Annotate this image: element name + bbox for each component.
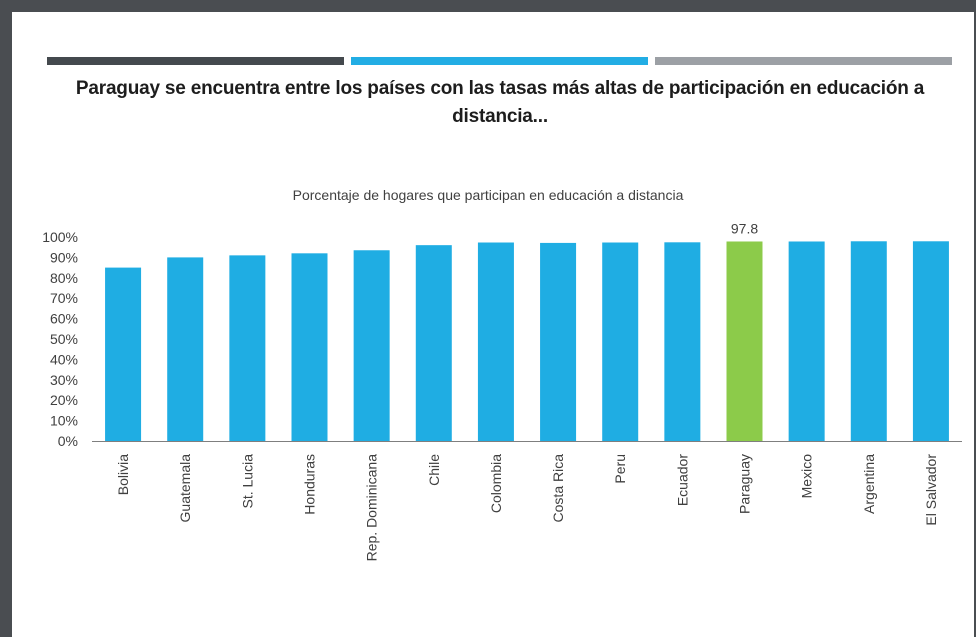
y-tick-label: 20% [50, 392, 78, 408]
x-tick-label: Peru [612, 454, 628, 484]
x-tick-label: Colombia [488, 454, 504, 513]
x-tick-label: Bolivia [115, 454, 131, 495]
x-tick-label: Honduras [302, 454, 318, 515]
bar-bolivia [105, 267, 142, 441]
bars-group [105, 241, 949, 441]
bar-colombia [477, 242, 514, 441]
x-tick-label: El Salvador [923, 454, 939, 526]
bar-argentina [850, 241, 887, 441]
chart-title: Porcentaje de hogares que participan en … [293, 187, 684, 203]
x-tick-label: Argentina [861, 454, 877, 514]
y-tick-label: 100% [42, 229, 78, 245]
x-tick-label: Rep. Dominicana [364, 454, 380, 562]
x-tick-label: Chile [426, 454, 442, 486]
y-tick-label: 10% [50, 413, 78, 429]
header-stripe-blue [351, 57, 648, 65]
y-tick-label: 90% [50, 249, 78, 265]
bar-paraguay [726, 241, 763, 441]
x-axis-categories: Bolivia Guatemala St. Lucia Honduras Rep. Do… [115, 454, 939, 562]
y-tick-label: 40% [50, 351, 78, 367]
x-tick-label: Guatemala [177, 454, 193, 523]
bar-el-salvador [912, 241, 949, 441]
bar-mexico [788, 241, 825, 441]
header-stripe-gray [655, 57, 952, 65]
y-tick-label: 70% [50, 290, 78, 306]
y-tick-label: 30% [50, 372, 78, 388]
y-tick-label: 60% [50, 311, 78, 327]
bar-peru [602, 242, 639, 441]
x-tick-label: Paraguay [737, 454, 753, 514]
x-tick-label: Costa Rica [550, 454, 566, 523]
y-axis-ticks: 0% 10% 20% 30% 40% 50% 60% 70% 80% 90% 100% [42, 229, 78, 449]
y-tick-label: 80% [50, 270, 78, 286]
bar-honduras [291, 253, 328, 441]
bar-st-lucia [229, 255, 266, 441]
bar-costa-rica [540, 242, 577, 441]
bar-guatemala [167, 257, 204, 441]
x-tick-label: St. Lucia [239, 454, 255, 509]
y-tick-label: 50% [50, 331, 78, 347]
header-stripe-dark [47, 57, 344, 65]
bar-ecuador [664, 242, 701, 441]
slide-headline: Paraguay se encuentra entre los países c… [75, 78, 925, 127]
x-tick-label: Mexico [799, 454, 815, 499]
y-tick-label: 0% [58, 433, 78, 449]
data-label: 97.8 [731, 220, 758, 236]
bar-chile [415, 245, 452, 441]
data-labels-group: 97.8 [731, 220, 758, 236]
bar-rep-dominicana [353, 250, 390, 441]
x-tick-label: Ecuador [674, 454, 690, 506]
